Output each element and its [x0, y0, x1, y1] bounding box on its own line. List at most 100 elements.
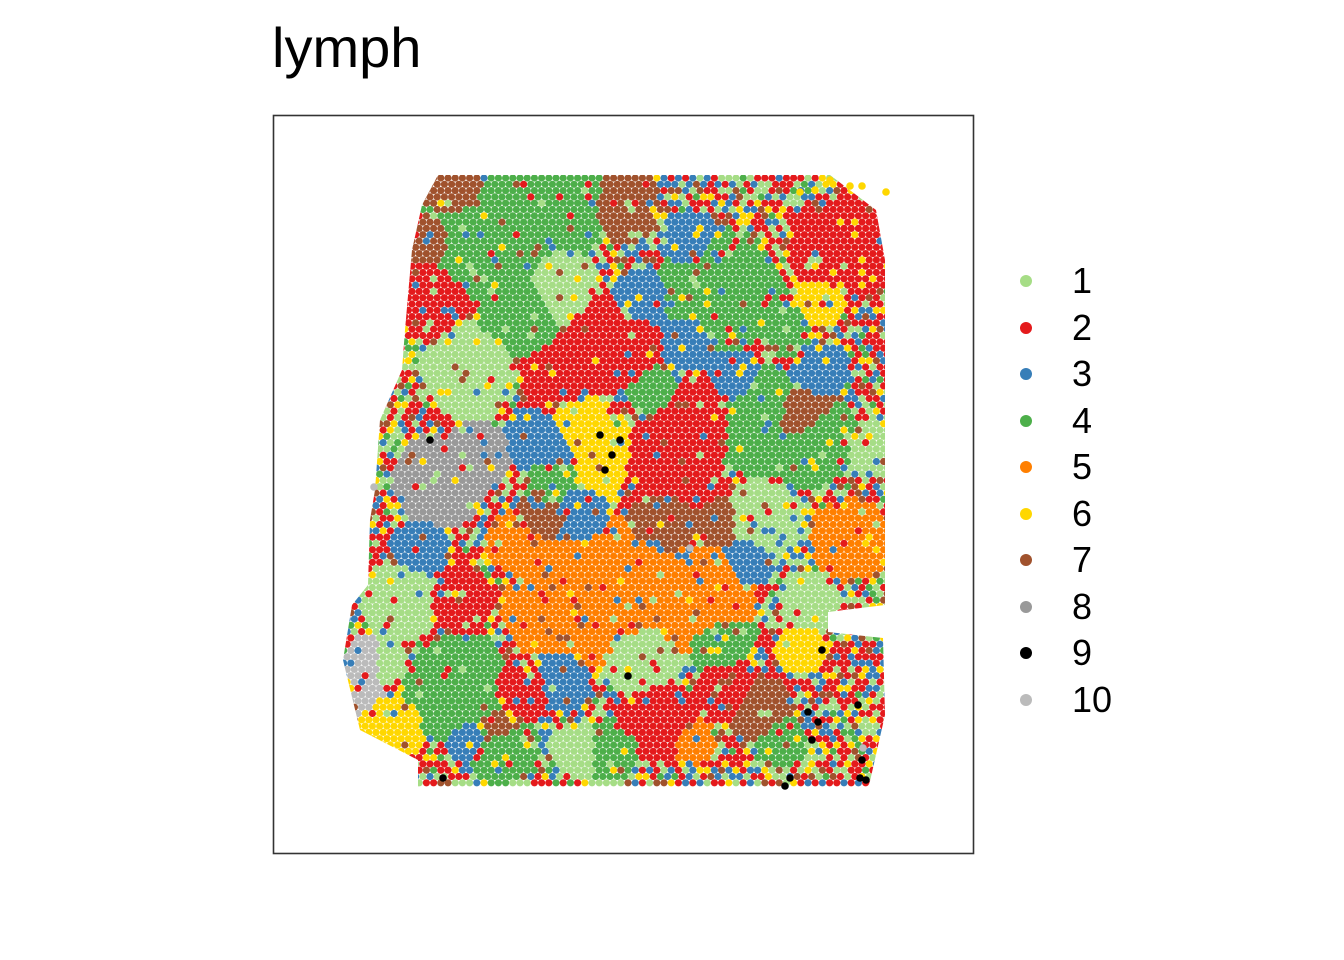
spot-point: [559, 363, 567, 371]
spot-point: [764, 243, 773, 251]
spot-point: [725, 250, 733, 258]
spot-point: [451, 300, 459, 308]
spot-point: [487, 313, 495, 321]
spot-point: [466, 565, 474, 573]
spot-point: [862, 350, 870, 358]
spot-point: [656, 558, 665, 566]
spot-point: [750, 420, 758, 428]
spot-point: [685, 306, 693, 314]
spot-point: [548, 193, 557, 201]
spot-point: [552, 514, 560, 522]
spot-point: [530, 539, 539, 548]
spot-point: [440, 407, 448, 415]
spot-point: [880, 394, 885, 403]
spot-point: [437, 426, 445, 434]
spot-point: [700, 369, 708, 377]
spot-point: [764, 420, 773, 428]
spot-point: [588, 426, 596, 434]
spot-point: [455, 344, 463, 352]
spot-point: [786, 281, 794, 289]
spot-point: [826, 287, 834, 295]
spot-point: [408, 413, 416, 421]
spot-point: [764, 394, 773, 403]
spot-point: [818, 325, 827, 333]
spot-point: [800, 205, 809, 214]
spot-point: [772, 394, 780, 403]
spot-point: [512, 218, 521, 226]
spot-point: [588, 514, 596, 522]
spot-point: [685, 205, 693, 214]
spot-point: [782, 376, 791, 384]
spot-point: [433, 256, 441, 264]
spot-point: [854, 439, 863, 447]
spot-point: [790, 426, 798, 434]
spot-point: [584, 558, 593, 566]
spot-point: [786, 369, 794, 377]
spot-point: [876, 439, 884, 447]
spot-point: [768, 287, 776, 295]
spot-point: [829, 218, 837, 226]
spot-point: [390, 520, 398, 529]
spot-point: [574, 413, 582, 421]
spot-point: [768, 527, 776, 535]
spot-point: [649, 470, 657, 478]
spot-point: [689, 199, 697, 207]
spot-point: [581, 577, 589, 585]
spot-point: [696, 262, 704, 270]
spot-point: [620, 495, 629, 503]
spot-point: [772, 243, 780, 251]
spot-point: [574, 350, 582, 358]
spot-point: [826, 187, 834, 195]
spot-point: [617, 199, 625, 207]
spot-point: [444, 577, 452, 585]
spot-point: [635, 205, 643, 214]
spot-point: [768, 325, 776, 333]
spot-point: [448, 407, 456, 415]
spot-point: [876, 426, 884, 434]
spot-point: [545, 363, 553, 371]
spot-point: [588, 565, 596, 573]
spot-point: [833, 552, 841, 560]
spot-point: [563, 281, 571, 289]
spot-point: [649, 520, 657, 529]
spot-point: [808, 382, 816, 390]
spot-point: [448, 281, 456, 289]
spot-point: [397, 508, 405, 516]
spot-point: [613, 470, 621, 478]
spot-point: [872, 344, 881, 352]
spot-point: [671, 243, 679, 251]
spot-point: [869, 539, 877, 548]
spot-point: [858, 357, 866, 365]
spot-point: [761, 212, 769, 220]
spot-point: [599, 319, 607, 327]
spot-point: [808, 357, 816, 365]
spot-point: [394, 527, 402, 535]
spot-point: [466, 388, 474, 396]
spot-point: [527, 331, 535, 340]
spot-point: [764, 483, 773, 491]
spot-point: [844, 306, 852, 314]
spot-point: [847, 464, 855, 472]
spot-point: [602, 300, 611, 308]
spot-point: [674, 250, 683, 258]
spot-point: [728, 268, 737, 277]
spot-point: [750, 344, 758, 352]
spot-point: [520, 394, 528, 403]
spot-point: [422, 539, 430, 548]
spot-point: [700, 457, 708, 466]
spot-point: [563, 319, 571, 327]
spot-point: [516, 451, 524, 459]
spot-point: [422, 376, 430, 384]
spot-point: [728, 357, 737, 365]
spot-point: [800, 344, 809, 352]
spot-point: [433, 520, 441, 529]
spot-point: [448, 331, 456, 340]
spot-point: [869, 363, 877, 371]
spot-point: [689, 489, 697, 497]
spot-point: [829, 520, 837, 529]
spot-point: [671, 394, 679, 403]
spot-point: [700, 344, 708, 352]
spot-point: [739, 376, 747, 384]
spot-point: [642, 508, 650, 516]
spot-point: [545, 187, 553, 195]
